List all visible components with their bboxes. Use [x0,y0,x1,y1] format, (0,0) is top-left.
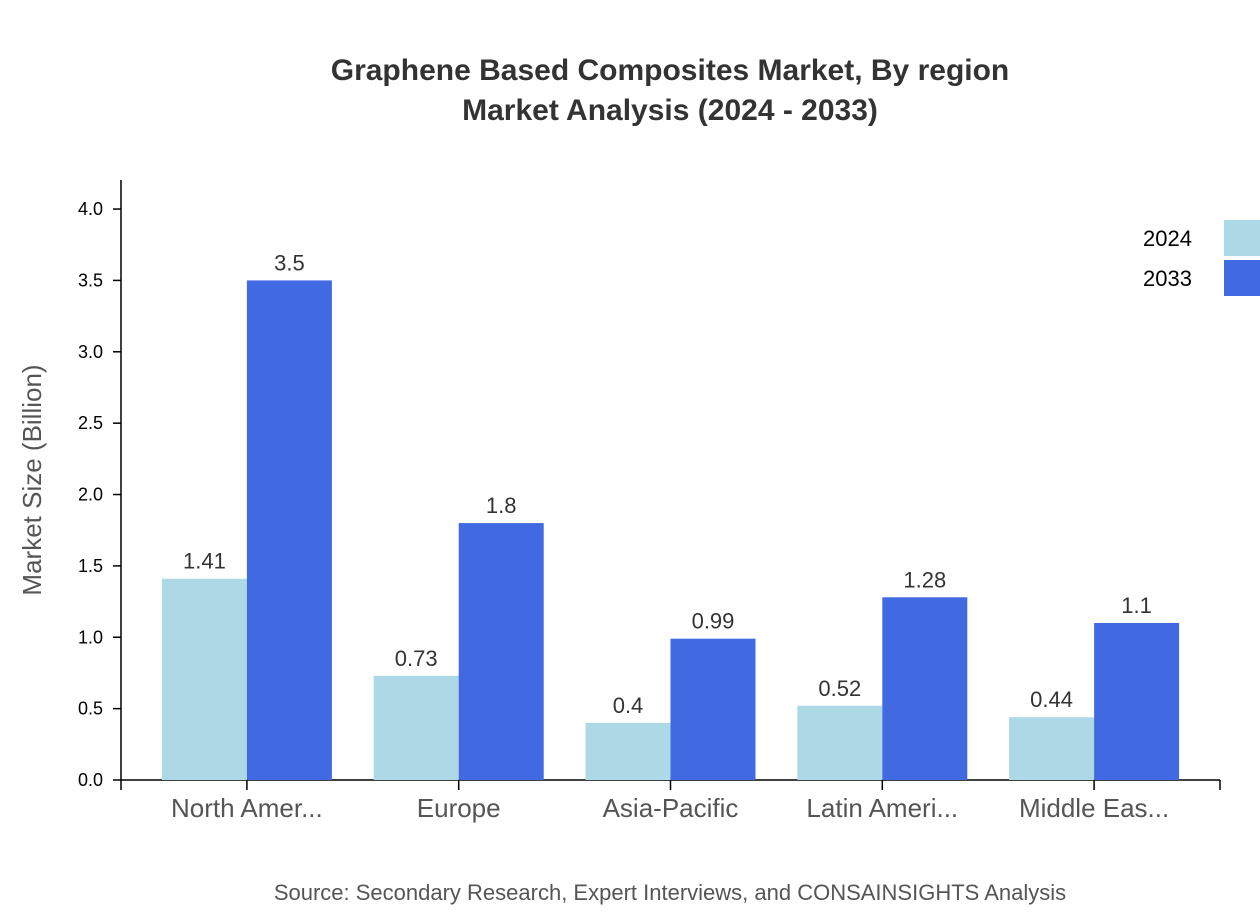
y-tick-label: 4.0 [78,199,103,219]
bar [1094,622,1180,780]
value-label: 0.44 [1030,687,1073,712]
value-label: 0.99 [692,609,735,634]
chart-title: Graphene Based Composites Market, By reg… [331,54,1010,87]
legend-label: 2024 [1143,226,1192,251]
y-axis-title: Market Size (Billion) [17,364,47,595]
y-tick-label: 1.0 [78,627,103,647]
value-label: 1.41 [183,549,226,574]
chart-subtitle: Market Analysis (2024 - 2033) [462,94,878,127]
y-tick-label: 3.5 [78,270,103,290]
bar [1009,717,1095,780]
x-tick-label: Asia-Pacific [603,793,739,823]
value-label: 0.4 [613,693,644,718]
value-label: 0.52 [818,676,861,701]
legend-swatch [1224,260,1260,296]
value-label: 0.73 [395,646,438,671]
bar [797,705,883,780]
bar [246,280,332,780]
y-tick-label: 2.0 [78,485,103,505]
value-label: 3.5 [274,250,305,275]
y-tick-label: 3.0 [78,342,103,362]
x-tick-label: Middle Eas... [1019,793,1169,823]
x-tick-label: Europe [417,793,501,823]
value-label: 1.1 [1121,593,1152,618]
value-label: 1.28 [903,567,946,592]
source-note: Source: Secondary Research, Expert Inter… [274,880,1066,905]
bar [670,638,756,780]
bar [585,722,671,780]
x-tick-label: North Amer... [171,793,323,823]
value-label: 1.8 [486,493,517,518]
bar [373,675,459,780]
y-tick-label: 0.5 [78,699,103,719]
y-tick-label: 1.5 [78,556,103,576]
x-tick-label: Latin Ameri... [806,793,958,823]
bar [882,597,968,780]
legend-label: 2033 [1143,266,1192,291]
bar [458,523,544,780]
y-tick-label: 2.5 [78,413,103,433]
legend-swatch [1224,220,1260,256]
y-tick-label: 0.0 [78,770,103,790]
bar [161,578,247,780]
